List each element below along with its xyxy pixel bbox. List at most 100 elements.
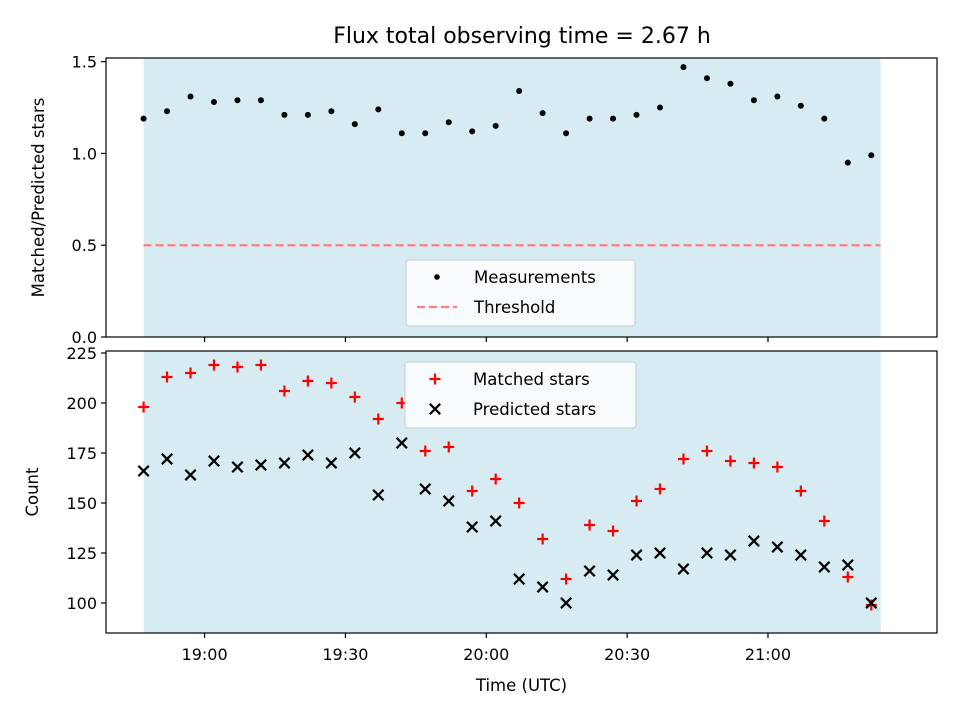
bottom-y-tick-label: 175 bbox=[66, 444, 97, 463]
predicted-star-point bbox=[137, 465, 150, 477]
measurement-point bbox=[469, 128, 476, 135]
bottom-y-axis-label: Count bbox=[23, 467, 42, 517]
top-y-tick-label: 0.5 bbox=[72, 236, 97, 255]
bottom-legend: Matched stars Predicted stars bbox=[404, 361, 637, 429]
measurement-point bbox=[539, 110, 546, 117]
matched-star-point bbox=[701, 445, 713, 457]
bottom-x-ticks: 19:00 19:30 20:00 20:30 21:00 bbox=[182, 633, 791, 664]
measurement-point bbox=[398, 130, 405, 137]
predicted-star-point bbox=[466, 521, 479, 533]
measurement-point bbox=[328, 108, 335, 115]
x-tick-label: 19:00 bbox=[182, 645, 228, 664]
matched-star-point bbox=[372, 413, 384, 425]
measurement-point bbox=[351, 121, 358, 128]
predicted-star-point bbox=[818, 561, 831, 573]
top-y-tick-label: 1.0 bbox=[72, 144, 97, 163]
legend-x-glyph bbox=[429, 403, 441, 415]
predicted-star-point bbox=[254, 459, 267, 471]
matched-star-point bbox=[842, 571, 854, 583]
measurement-point bbox=[750, 97, 757, 104]
predicted-star-point bbox=[395, 437, 408, 449]
bottom-y-ticks: 100 125 150 175 200 225 bbox=[66, 344, 106, 613]
predicted-star-point bbox=[771, 541, 784, 553]
matched-star-point bbox=[795, 485, 807, 497]
predicted-star-point bbox=[583, 565, 596, 577]
measurement-point bbox=[492, 122, 499, 129]
matched-star-point bbox=[161, 371, 173, 383]
matched-star-point bbox=[560, 573, 572, 585]
measurement-point bbox=[703, 75, 710, 82]
top-y-axis-label: Matched/Predicted stars bbox=[29, 98, 48, 298]
matched-star-point bbox=[677, 453, 689, 465]
measurement-point bbox=[445, 119, 452, 126]
matched-star-point bbox=[208, 359, 220, 371]
matched-star-point bbox=[231, 361, 243, 373]
matched-star-point bbox=[419, 445, 431, 457]
measurement-point bbox=[257, 97, 264, 104]
x-tick-label: 21:00 bbox=[745, 645, 791, 664]
bottom-legend-box bbox=[404, 361, 637, 429]
matched-star-point bbox=[490, 473, 502, 485]
bottom-axes-frame bbox=[105, 350, 938, 634]
legend-predicted-marker bbox=[429, 403, 441, 415]
measurement-point bbox=[187, 93, 194, 100]
predicted-star-point bbox=[700, 547, 713, 559]
predicted-star-point bbox=[630, 549, 643, 561]
matched-star-point bbox=[654, 483, 666, 495]
predicted-star-point bbox=[536, 581, 549, 593]
predicted-star-point bbox=[442, 495, 455, 507]
predicted-star-point bbox=[372, 489, 385, 501]
legend-plus-glyph bbox=[429, 373, 441, 385]
matched-star-point bbox=[185, 367, 197, 379]
measurement-point bbox=[727, 80, 734, 87]
measurement-point bbox=[422, 130, 429, 137]
legend-threshold-label: Threshold bbox=[473, 298, 555, 317]
measurement-points bbox=[140, 64, 875, 166]
matched-star-point bbox=[138, 401, 150, 413]
legend-measurement-marker bbox=[434, 274, 440, 280]
predicted-star-point bbox=[301, 449, 314, 461]
matched-star-point bbox=[255, 359, 267, 371]
legend-matched-label: Matched stars bbox=[473, 370, 590, 389]
measurement-point bbox=[586, 115, 593, 122]
measurement-point bbox=[680, 64, 687, 71]
measurement-point bbox=[821, 115, 828, 122]
top-x-ticks bbox=[203, 337, 769, 342]
measurement-point bbox=[868, 152, 875, 159]
predicted-star-point bbox=[231, 461, 244, 473]
measurement-point bbox=[844, 159, 851, 166]
matched-star-point bbox=[724, 455, 736, 467]
predicted-star-point bbox=[677, 563, 690, 575]
measurement-point bbox=[516, 88, 523, 95]
top-y-tick-label: 1.5 bbox=[72, 53, 97, 72]
predicted-star-point bbox=[841, 559, 854, 571]
bottom-y-tick-label: 100 bbox=[66, 594, 97, 613]
matched-stars-points bbox=[138, 359, 877, 611]
predicted-star-point bbox=[607, 569, 620, 581]
bottom-panel: 100 125 150 175 200 225 19:00 19:30 20:00 20:30 2… bbox=[23, 344, 938, 695]
matched-star-point bbox=[513, 497, 525, 509]
matched-star-point bbox=[607, 525, 619, 537]
bottom-y-tick-label: 200 bbox=[66, 394, 97, 413]
measurement-point bbox=[774, 93, 781, 100]
measurement-point bbox=[164, 108, 171, 115]
measurement-point bbox=[140, 115, 147, 122]
legend-predicted-label: Predicted stars bbox=[473, 400, 596, 419]
matched-star-point bbox=[584, 519, 596, 531]
matched-star-point bbox=[771, 461, 783, 473]
predicted-star-point bbox=[348, 447, 361, 459]
matched-star-point bbox=[302, 375, 314, 387]
predicted-star-point bbox=[865, 597, 878, 609]
predicted-star-point bbox=[325, 457, 338, 469]
legend-matched-marker bbox=[429, 373, 441, 385]
measurement-point bbox=[563, 130, 570, 137]
predicted-stars-points bbox=[137, 437, 878, 609]
matched-star-point bbox=[537, 533, 549, 545]
predicted-star-point bbox=[513, 573, 526, 585]
predicted-star-point bbox=[184, 469, 197, 481]
measurement-point bbox=[304, 111, 311, 118]
top-legend: Measurements Threshold bbox=[405, 259, 636, 327]
matched-star-point bbox=[631, 495, 643, 507]
matched-star-point bbox=[349, 391, 361, 403]
